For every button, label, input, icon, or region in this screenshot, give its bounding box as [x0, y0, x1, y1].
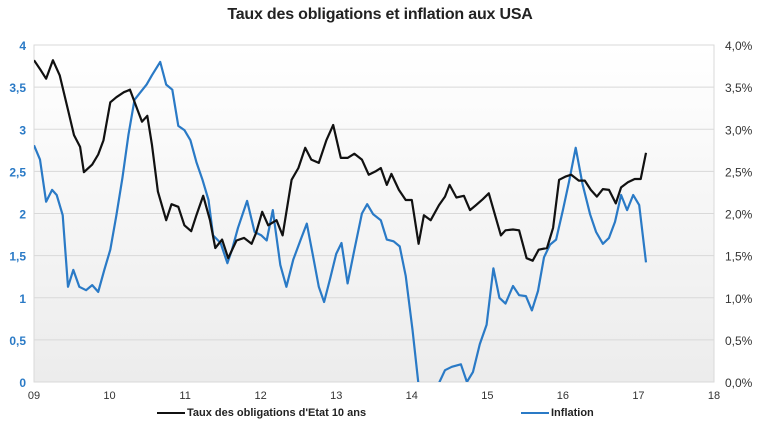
x-axis-tick: 13: [330, 390, 342, 402]
left-axis-tick: 0,5: [9, 334, 26, 348]
x-axis-tick: 12: [255, 390, 267, 402]
left-axis-tick: 2,5: [9, 165, 26, 179]
right-axis-labels: 0,0% 0,5% 1,0% 1,5% 2,0% 2,5% 3,0% 3,5% 4,0%: [725, 39, 753, 390]
left-axis-tick: 0: [19, 376, 26, 390]
left-axis-tick: 3: [19, 123, 26, 137]
left-axis-tick: 1,5: [9, 250, 26, 264]
x-axis-labels: 09 10 11 12 13 14 15 16 17 18: [28, 390, 720, 402]
right-axis-tick: 1,0%: [725, 292, 753, 306]
legend-inflation-label: Inflation: [551, 407, 594, 419]
x-axis-tick: 10: [103, 390, 115, 402]
left-axis-tick: 4: [19, 39, 26, 53]
right-axis-tick: 2,0%: [725, 208, 753, 222]
chart-title: Taux des obligations et inflation aux US…: [227, 6, 533, 23]
right-axis-tick: 4,0%: [725, 39, 753, 53]
legend-item-bonds: Taux des obligations d'Etat 10 ans: [157, 407, 366, 419]
bond-yield-line: [34, 59, 648, 262]
right-axis-tick: 0,5%: [725, 334, 753, 348]
left-axis-tick: 3,5: [9, 81, 26, 95]
x-axis-tick: 18: [708, 390, 720, 402]
x-axis-tick: 09: [28, 390, 40, 402]
legend-bonds-label: Taux des obligations d'Etat 10 ans: [187, 407, 367, 419]
legend-item-inflation: Inflation: [521, 407, 594, 419]
right-axis-tick: 3,5%: [725, 81, 753, 95]
x-axis-tick: 14: [406, 390, 418, 402]
right-axis-tick: 2,5%: [725, 165, 753, 179]
right-axis-tick: 3,0%: [725, 123, 753, 137]
series-lines: [34, 59, 648, 382]
x-axis-tick: 17: [632, 390, 644, 402]
left-axis-labels: 0 0,5 1 1,5 2 2,5 3 3,5 4: [9, 39, 26, 390]
right-axis-tick: 1,5%: [725, 250, 753, 264]
x-axis-tick: 16: [557, 390, 569, 402]
inflation-swatch: [521, 412, 549, 414]
x-axis-tick: 15: [481, 390, 493, 402]
inflation-line: [34, 60, 648, 382]
left-axis-tick: 1: [19, 292, 26, 306]
bonds-swatch: [157, 412, 185, 414]
right-axis-tick: 0,0%: [725, 376, 753, 390]
left-axis-tick: 2: [19, 208, 26, 222]
x-axis-tick: 11: [179, 390, 190, 402]
gridlines: [34, 86, 714, 341]
